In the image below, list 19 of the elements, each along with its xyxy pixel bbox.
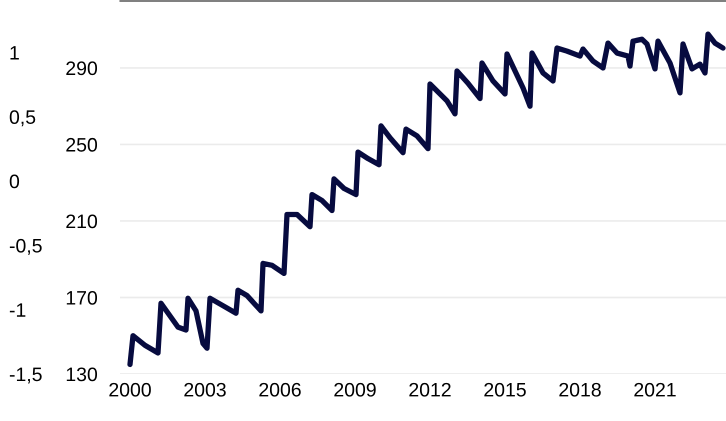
y-tick-label: 250 (66, 138, 98, 152)
x-tick-label: 2018 (559, 382, 601, 397)
y2-tick-label: 1 (10, 46, 19, 60)
y2-tick-label: -1,5 (10, 368, 42, 384)
y2-tick-label: 0 (10, 174, 20, 188)
x-tick-label: 2009 (334, 382, 376, 397)
x-tick-label: 2006 (259, 382, 301, 397)
x-tick-label: 2012 (409, 382, 451, 397)
y-tick-label: 130 (66, 367, 98, 382)
y2-tick-label: -1 (10, 303, 26, 317)
y-tick-label: 170 (66, 290, 98, 305)
x-tick-label: 2021 (634, 382, 676, 397)
x-tick-label: 2000 (109, 382, 151, 397)
y2-tick-label: -0,5 (10, 238, 42, 255)
x-tick-label: 2015 (484, 382, 526, 397)
y-tick-label: 290 (66, 61, 98, 76)
x-tick-label: 2003 (184, 382, 226, 397)
y2-tick-label: 0,5 (10, 110, 36, 126)
y-tick-label: 210 (66, 214, 98, 228)
